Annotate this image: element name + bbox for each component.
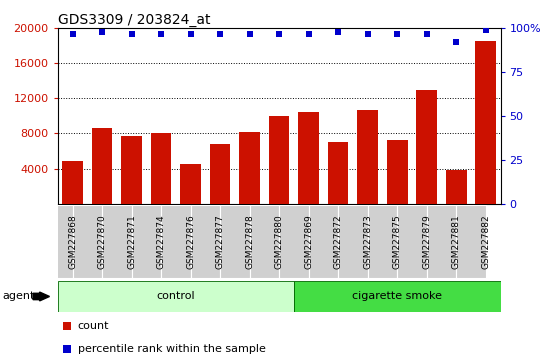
Text: GSM227869: GSM227869 — [304, 214, 313, 269]
Point — [304, 31, 313, 36]
Bar — [92, 128, 112, 204]
Point — [216, 31, 224, 36]
Text: GDS3309 / 203824_at: GDS3309 / 203824_at — [58, 13, 210, 27]
Point — [186, 31, 195, 36]
Point — [363, 31, 372, 36]
Bar — [102, 205, 131, 278]
Text: GSM227871: GSM227871 — [127, 214, 136, 269]
Bar — [43, 205, 73, 278]
Point — [481, 27, 490, 33]
Bar — [58, 281, 294, 312]
Point — [355, 44, 364, 50]
Bar — [456, 205, 486, 278]
Bar — [309, 205, 338, 278]
Text: GSM227878: GSM227878 — [245, 214, 254, 269]
Text: GSM227881: GSM227881 — [452, 214, 461, 269]
Point — [68, 31, 77, 36]
Text: GSM227877: GSM227877 — [216, 214, 224, 269]
Text: GSM227874: GSM227874 — [157, 214, 166, 269]
Point — [274, 31, 284, 36]
Text: GSM227872: GSM227872 — [334, 214, 343, 269]
Point — [127, 31, 136, 36]
Bar — [73, 205, 102, 278]
Bar — [397, 205, 427, 278]
Bar — [446, 170, 466, 204]
Point — [334, 29, 343, 35]
Text: GSM227876: GSM227876 — [186, 214, 195, 269]
Text: GSM227870: GSM227870 — [97, 214, 107, 269]
Bar — [328, 142, 349, 204]
Bar — [475, 41, 496, 204]
Text: GSM227873: GSM227873 — [363, 214, 372, 269]
Text: control: control — [157, 291, 195, 302]
Bar — [338, 205, 367, 278]
Bar — [62, 161, 83, 204]
Bar — [220, 205, 250, 278]
Bar — [427, 205, 456, 278]
Point — [97, 29, 106, 35]
Point — [245, 31, 254, 36]
Bar — [269, 116, 289, 204]
Bar — [250, 205, 279, 278]
Bar — [298, 112, 319, 204]
Text: cigarette smoke: cigarette smoke — [352, 291, 442, 302]
Bar — [279, 205, 309, 278]
Bar — [161, 205, 190, 278]
Bar — [294, 281, 500, 312]
Bar — [416, 90, 437, 204]
Text: GSM227868: GSM227868 — [68, 214, 77, 269]
Text: agent: agent — [3, 291, 35, 302]
Point — [452, 40, 460, 45]
Text: GSM227882: GSM227882 — [481, 214, 490, 269]
Bar — [190, 205, 220, 278]
Point — [157, 31, 166, 36]
Text: count: count — [78, 321, 109, 331]
Bar — [151, 133, 172, 204]
Bar — [367, 205, 397, 278]
Text: GSM227880: GSM227880 — [274, 214, 284, 269]
Point — [355, 256, 364, 262]
Bar — [131, 205, 161, 278]
Bar — [358, 110, 378, 204]
Point — [393, 31, 402, 36]
Text: GSM227875: GSM227875 — [393, 214, 402, 269]
Point — [422, 31, 431, 36]
Bar — [180, 164, 201, 204]
Bar — [239, 132, 260, 204]
Bar — [387, 141, 408, 204]
Text: GSM227879: GSM227879 — [422, 214, 431, 269]
Bar — [210, 144, 230, 204]
Text: percentile rank within the sample: percentile rank within the sample — [78, 344, 266, 354]
Bar — [121, 136, 142, 204]
